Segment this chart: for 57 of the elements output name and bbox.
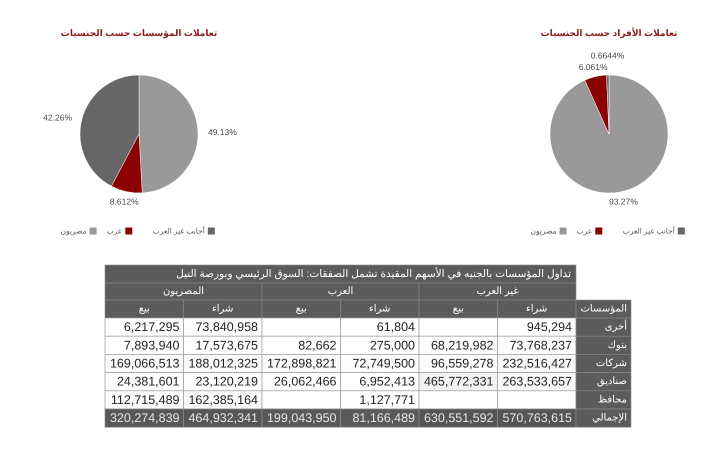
data-label: 1,127,771 bbox=[359, 392, 416, 407]
data-label: 162,385,164 bbox=[188, 392, 258, 407]
data-label: 232,516,427 bbox=[502, 356, 572, 370]
data-label: 23,120,219 bbox=[195, 374, 258, 389]
data-label: 7,893,940 bbox=[124, 338, 180, 352]
data-label: 6.061% bbox=[578, 62, 608, 72]
y-tick-label: محافظ bbox=[598, 394, 627, 406]
text: المصريون bbox=[162, 286, 204, 297]
data-label: 275,000 bbox=[370, 338, 416, 352]
data-label: 61,804 bbox=[376, 320, 416, 334]
data-label: 81,166,489 bbox=[352, 411, 416, 426]
data-label: 17,573,675 bbox=[195, 338, 258, 352]
data-label: 169,066,513 bbox=[110, 356, 180, 370]
data-label: 73,768,237 bbox=[509, 338, 572, 352]
x-tick-label: شراء bbox=[526, 304, 548, 314]
data-label: 320,274,839 bbox=[110, 411, 180, 426]
text: غير العرب bbox=[476, 286, 519, 297]
data-label: 172,898,821 bbox=[266, 356, 337, 370]
data-label: 6,217,295 bbox=[124, 320, 180, 334]
data-label: 26,062,466 bbox=[274, 374, 337, 389]
data-label: 199,043,950 bbox=[266, 411, 337, 426]
chart-title: تعاملات المؤسسات حسب الجنسيات bbox=[60, 28, 218, 39]
y-tick-label: أخرى bbox=[604, 320, 628, 333]
data-label: 82,662 bbox=[298, 338, 337, 352]
x-tick-label: بيع bbox=[296, 304, 307, 314]
data-label: 49.13% bbox=[208, 127, 238, 138]
data-label: 465,772,331 bbox=[424, 374, 494, 389]
chart-title: تداول المؤسسات بالجنيه في الأسهم المقيدة تشمل الصفقات: السوق الرئيسي وبورصة النيل bbox=[176, 266, 572, 280]
pie-slice bbox=[550, 74, 668, 194]
data-label: 72,749,500 bbox=[352, 356, 416, 370]
data-label: 8.612% bbox=[110, 196, 140, 206]
text: العرب bbox=[328, 286, 354, 297]
data-label: 24,381,601 bbox=[116, 374, 180, 389]
data-label: 42.26% bbox=[43, 112, 72, 122]
data-label: 73,840,958 bbox=[195, 320, 258, 334]
data-label: 112,715,489 bbox=[110, 392, 180, 407]
data-label: 68,219,982 bbox=[430, 338, 494, 352]
data-label: 188,012,325 bbox=[188, 356, 258, 370]
y-tick-label: صناديق bbox=[596, 376, 627, 388]
x-tick-label: بيع bbox=[138, 304, 150, 314]
data-label: 6,952,413 bbox=[359, 374, 416, 389]
data-label: 96,559,278 bbox=[430, 356, 494, 370]
y-tick-label: شركات bbox=[596, 358, 627, 369]
data-label: 945,294 bbox=[526, 320, 572, 334]
chart-title: تعاملات الأفراد حسب الجنسيات bbox=[540, 27, 678, 39]
data-label: 263,533,657 bbox=[502, 374, 572, 389]
x-tick-label: شراء bbox=[212, 304, 234, 314]
y-axis-title: المؤسسات bbox=[580, 304, 627, 314]
x-tick-label: بيع bbox=[452, 304, 464, 314]
data-label: 570,763,615 bbox=[502, 411, 572, 426]
data-label: 0.6644% bbox=[590, 50, 625, 60]
data-label: 464,932,341 bbox=[188, 411, 258, 426]
data-label: 93.27% bbox=[609, 196, 638, 206]
data-label: 630,551,592 bbox=[424, 411, 494, 426]
y-tick-label: الإجمالي bbox=[592, 412, 627, 424]
y-tick-label: بنوك bbox=[608, 340, 627, 351]
x-tick-label: شراء bbox=[369, 304, 390, 314]
